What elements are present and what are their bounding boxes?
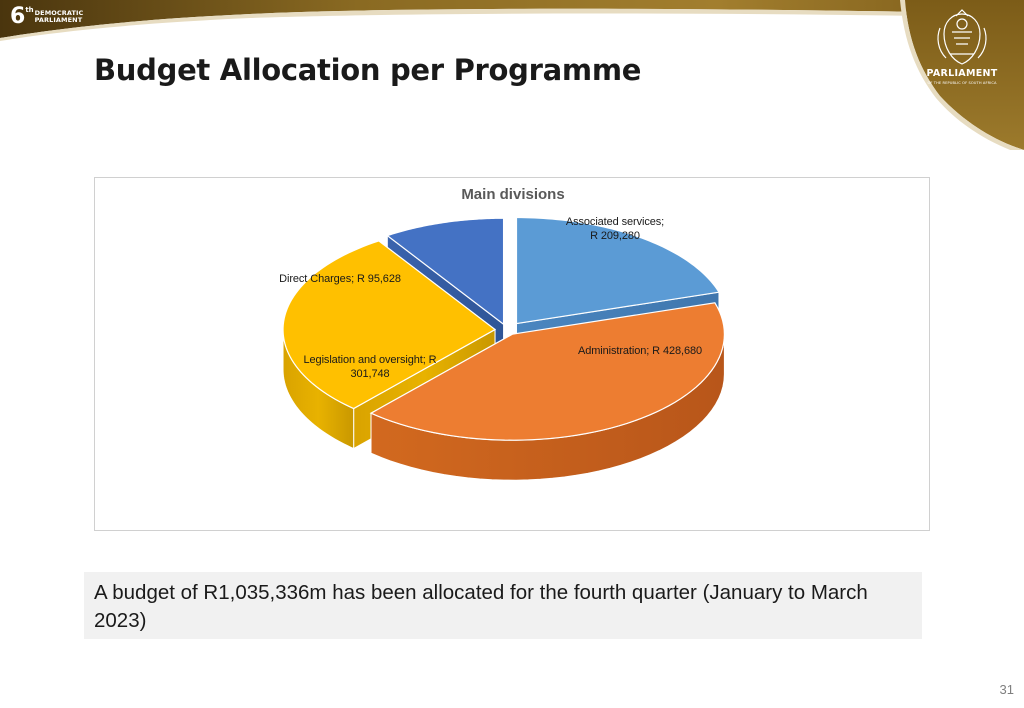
logo-line-parliament: PARLIAMENT <box>34 16 83 24</box>
data-label-line: Direct Charges; R 95,628 <box>279 273 401 285</box>
data-label-associated-services: Associated services; R 209,280 <box>540 215 690 243</box>
page-title: Budget Allocation per Programme <box>94 53 642 87</box>
parliament-subtitle: OF THE REPUBLIC OF SOUTH AFRICA <box>927 81 997 85</box>
democratic-parliament-logo: 6 th DEMOCRATIC PARLIAMENT <box>10 6 83 28</box>
data-label-line: Associated services; <box>565 216 665 228</box>
chart-container: Main divisions Associated services; R 209… <box>94 177 930 531</box>
logo-number: 6 <box>10 4 26 29</box>
page-number: 31 <box>999 682 1014 697</box>
pie-slice-direct-charges <box>386 217 505 326</box>
data-label-legislation-and-oversight: Legislation and oversight; R 301,748 <box>270 353 470 381</box>
parliament-name: PARLIAMENT <box>926 68 998 79</box>
data-label-direct-charges: Direct Charges; R 95,628 <box>255 272 425 286</box>
pie-slices <box>282 216 726 481</box>
pie-slice-administration <box>369 302 726 441</box>
data-label-line: Administration; R 428,680 <box>577 345 703 357</box>
header-band <box>0 0 1024 150</box>
pie-slice-legislation-and-oversight <box>282 240 497 410</box>
pie-slice-associated-services <box>515 216 720 325</box>
logo-text: DEMOCRATIC PARLIAMENT <box>34 8 84 25</box>
logo-line-democratic: DEMOCRATIC <box>34 8 84 17</box>
data-label-administration: Administration; R 428,680 <box>545 344 735 358</box>
data-label-value: 301,748 <box>350 368 390 380</box>
parliament-crest-icon <box>937 9 987 65</box>
data-label-value: R 209,280 <box>590 230 640 242</box>
data-label-line: Legislation and oversight; R <box>303 354 437 366</box>
logo-suffix: th <box>25 6 34 14</box>
pie-chart <box>282 216 726 481</box>
summary-box: A budget of R1,035,336m has been allocat… <box>84 572 922 639</box>
chart-title: Main divisions <box>461 186 565 203</box>
summary-text: A budget of R1,035,336m has been allocat… <box>94 581 868 632</box>
